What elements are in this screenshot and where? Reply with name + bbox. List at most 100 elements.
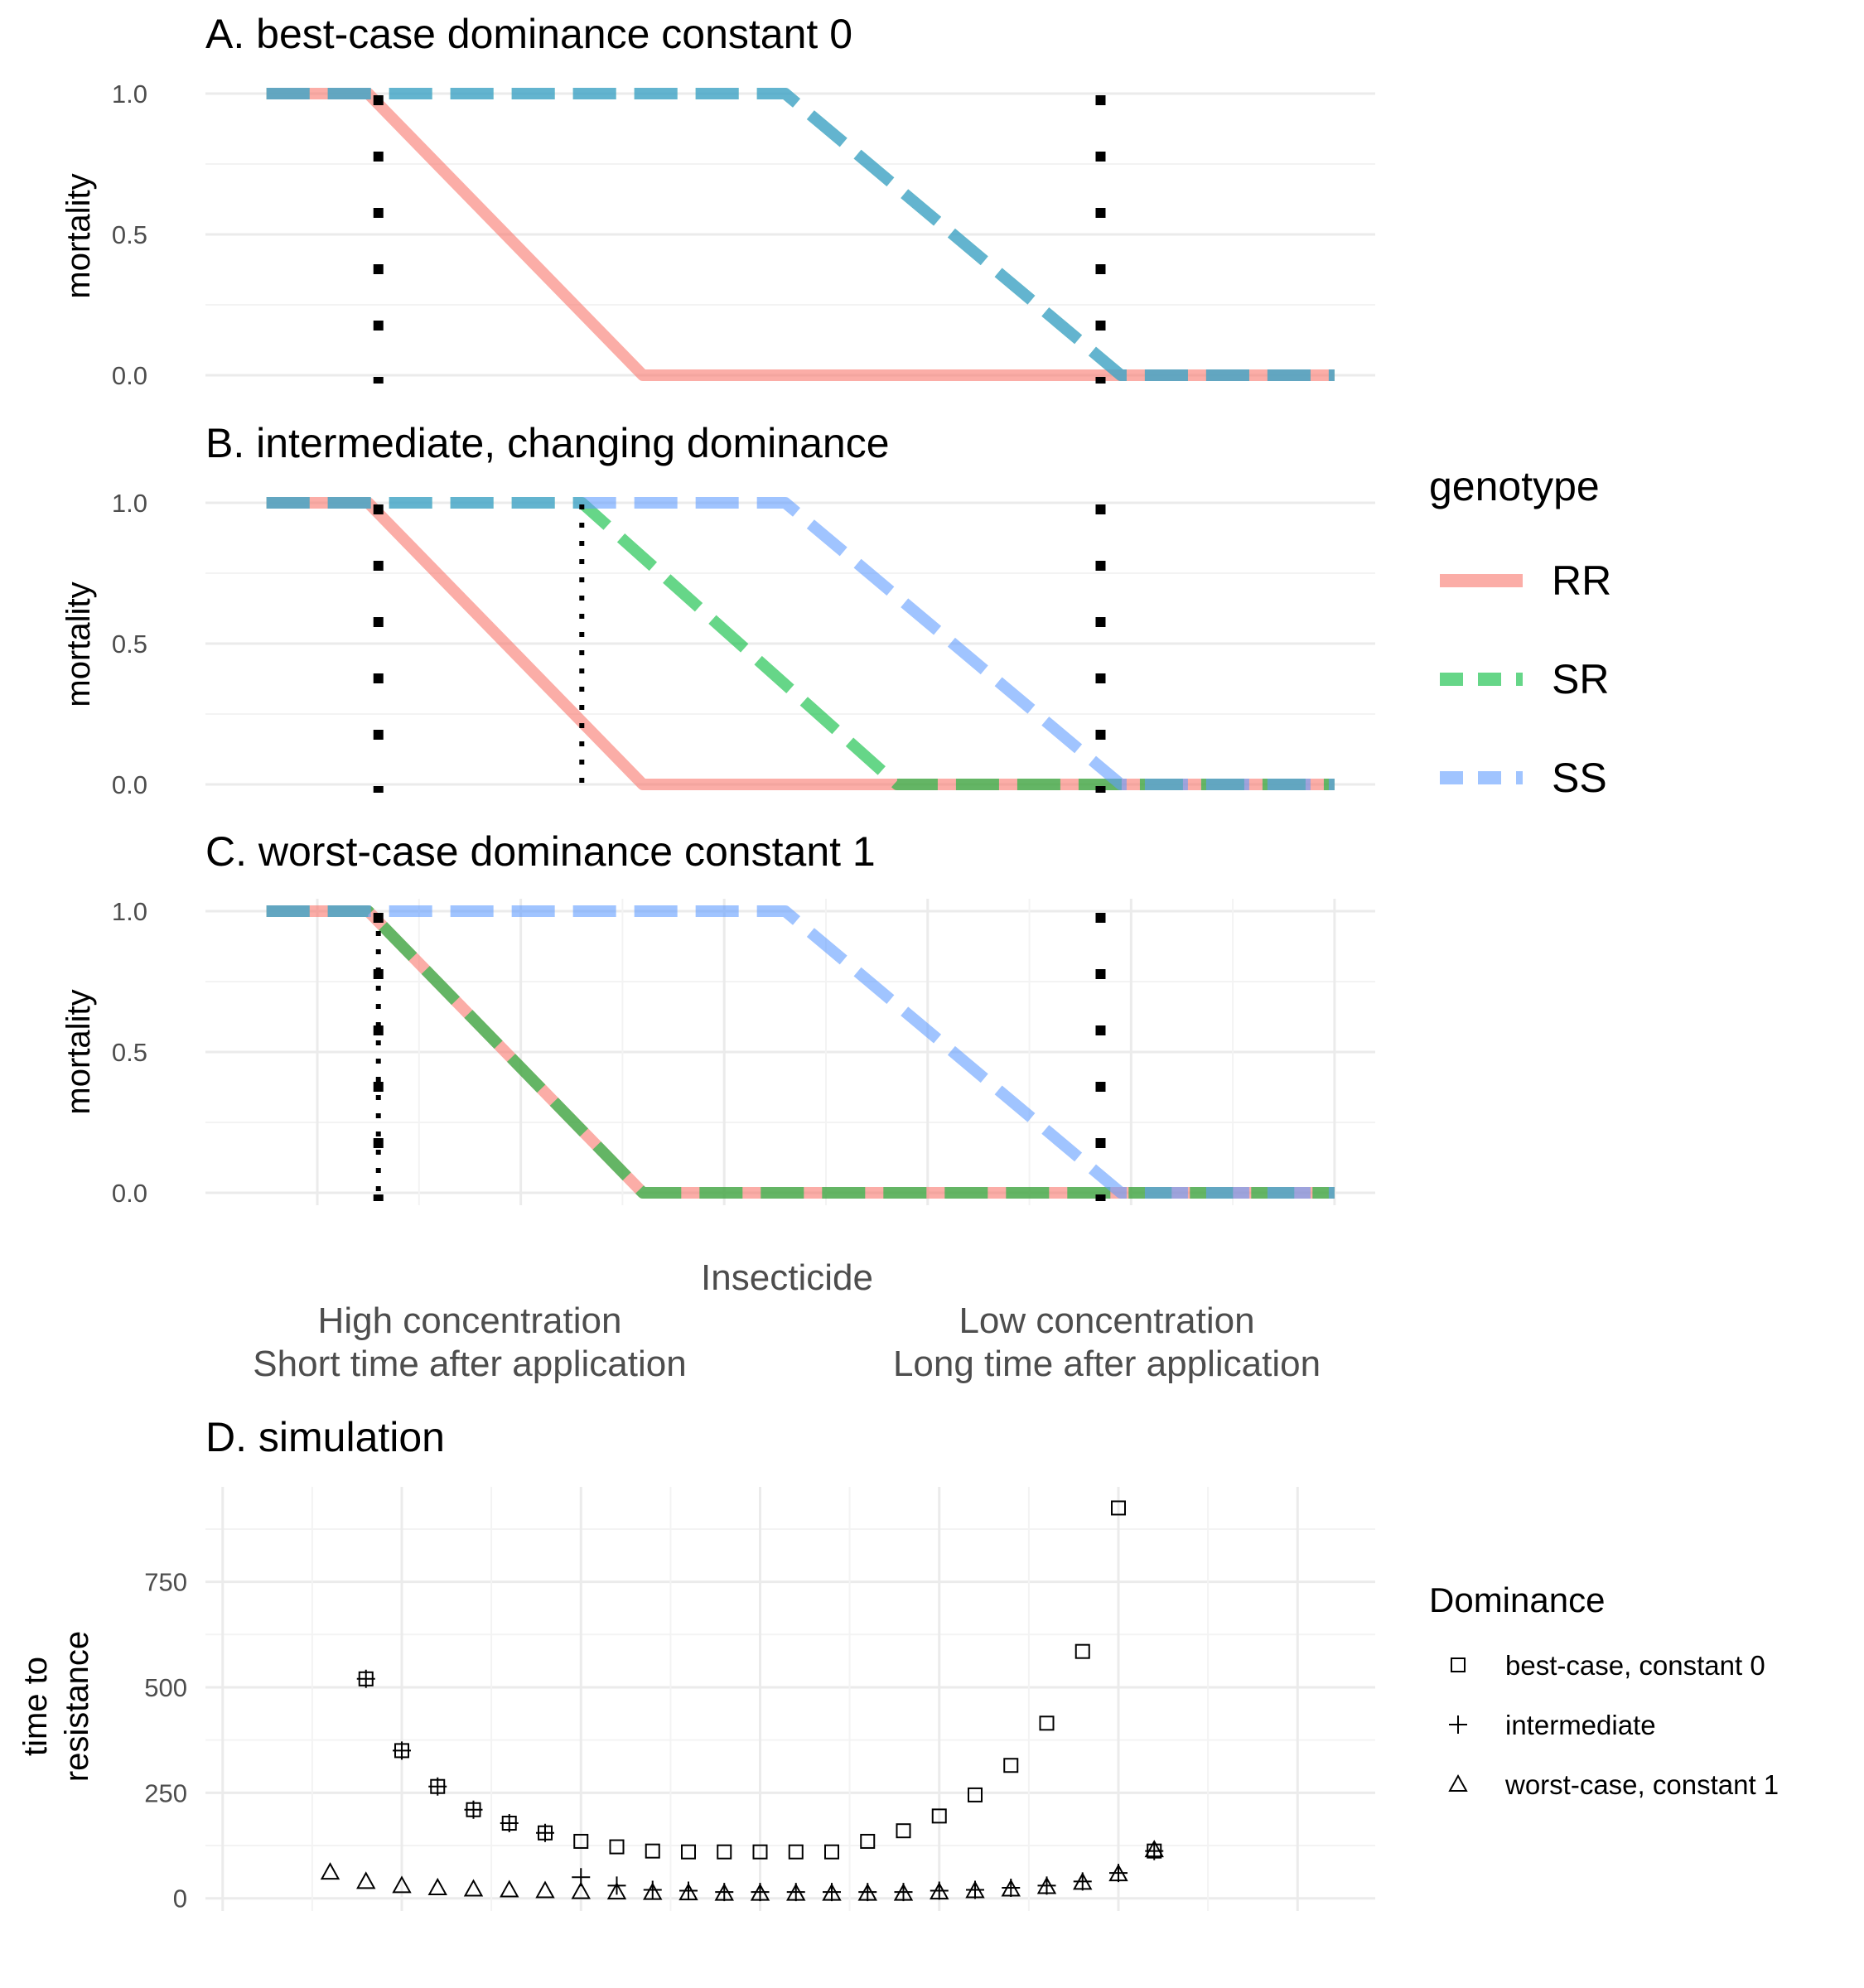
panel-a-series-ss <box>266 88 1335 381</box>
panel-d-point-square <box>573 1833 589 1849</box>
panel-d-ylabel-line2: resistance <box>59 1631 95 1782</box>
panel-b: B. intermediate, changing dominance mort… <box>60 420 1375 799</box>
panel-d-point-plus <box>393 1741 411 1760</box>
panel-d-point-square <box>1074 1643 1090 1659</box>
legend-label-sr: SR <box>1552 656 1609 702</box>
panel-a-ytick-label: 1.0 <box>112 80 147 109</box>
dominance-legend: Dominance best-case, constant 0 intermed… <box>1429 1580 1779 1800</box>
panel-d-point-triangle <box>500 1879 519 1898</box>
panel-c-series-ss <box>266 905 1335 1199</box>
panel-c-ylabel: mortality <box>60 989 97 1114</box>
panel-b-series-ss <box>266 497 1335 790</box>
panel-a: A. best-case dominance constant 0 mortal… <box>60 11 1375 390</box>
panel-d: D. simulation time to resistance 0 250 500… <box>17 1414 1375 1913</box>
panel-d-point-triangle <box>822 1883 842 1901</box>
panel-d-point-triangle <box>714 1883 734 1901</box>
panel-c-series-rr <box>266 905 1335 1199</box>
panel-d-point-plus <box>428 1777 447 1796</box>
panel-d-point-triangle <box>392 1875 412 1894</box>
panel-d-point-square <box>752 1844 768 1860</box>
panel-d-point-triangle <box>463 1879 484 1897</box>
legend-key-triangle <box>1448 1773 1468 1792</box>
panel-a-ytick-label: 0.0 <box>112 361 147 390</box>
panel-d-point-triangle <box>1073 1872 1093 1890</box>
panel-d-point-triangle <box>571 1881 591 1899</box>
panel-d-point-triangle <box>1001 1879 1021 1897</box>
panel-a-ytick-label: 0.5 <box>112 220 147 249</box>
panel-d-point-triangle <box>320 1862 340 1880</box>
panel-d-point-triangle <box>893 1883 914 1901</box>
panel-d-point-triangle <box>643 1882 663 1900</box>
panel-d-point-plus <box>607 1876 626 1895</box>
dominance-legend-title: Dominance <box>1429 1580 1605 1619</box>
panel-d-point-square <box>931 1808 947 1824</box>
legend-label-ss: SS <box>1552 755 1607 801</box>
panel-d-point-triangle <box>427 1877 447 1895</box>
x-axis-title: Insecticide <box>701 1257 873 1298</box>
panel-c-ytick-label: 0.0 <box>112 1179 147 1208</box>
x-axis-right-line1: Low concentration <box>959 1300 1254 1341</box>
panel-d-point-triangle <box>857 1883 877 1901</box>
panel-c-grid <box>205 899 1375 1205</box>
x-axis-right-line2: Long time after application <box>893 1344 1321 1384</box>
panel-d-point-plus <box>356 1669 375 1688</box>
panel-d-point-square <box>896 1823 911 1839</box>
panel-d-ytick-label: 750 <box>144 1568 187 1597</box>
panel-c-ytick-label: 1.0 <box>112 897 147 926</box>
x-axis-left-line1: High concentration <box>318 1300 622 1341</box>
panel-d-point-triangle <box>1036 1876 1057 1894</box>
panel-c: C. worst-case dominance constant 1 morta… <box>60 828 1375 1208</box>
panel-d-ylabel-line1: time to <box>17 1657 54 1756</box>
panel-d-point-square <box>717 1844 732 1860</box>
panel-d-point-triangle <box>786 1883 806 1901</box>
panel-a-series-rr <box>266 88 1335 381</box>
panel-d-point-triangle <box>606 1882 627 1900</box>
legend-label-worst-case: worst-case, constant 1 <box>1504 1769 1779 1800</box>
panel-d-point-plus <box>500 1814 519 1833</box>
legend-key-plus <box>1449 1715 1467 1734</box>
panel-d-series-triangle <box>320 1840 1164 1901</box>
panel-a-title: A. best-case dominance constant 0 <box>205 11 852 57</box>
panel-d-point-triangle <box>965 1880 985 1899</box>
legend-label-best-case: best-case, constant 0 <box>1505 1650 1765 1681</box>
panel-d-title: D. simulation <box>205 1414 445 1460</box>
panel-d-ytick-label: 250 <box>144 1778 187 1807</box>
panel-d-point-square <box>681 1844 696 1860</box>
genotype-legend-title: genotype <box>1429 463 1600 509</box>
panel-d-point-square <box>609 1839 625 1855</box>
legend-label-intermediate: intermediate <box>1505 1710 1656 1740</box>
panel-b-ylabel: mortality <box>60 581 97 707</box>
panel-b-ytick-label: 0.5 <box>112 630 147 659</box>
x-axis-labels: Insecticide High concentration Short tim… <box>253 1257 1321 1384</box>
panel-d-point-triangle <box>1144 1840 1164 1858</box>
legend-label-rr: RR <box>1552 557 1611 604</box>
panel-b-ytick-label: 1.0 <box>112 489 147 518</box>
panel-d-point-triangle <box>750 1883 770 1901</box>
panel-c-ytick-label: 0.5 <box>112 1038 147 1067</box>
panel-d-point-square <box>824 1844 839 1860</box>
panel-d-point-square <box>1111 1500 1126 1516</box>
panel-d-series-plus <box>356 1669 1164 1902</box>
panel-d-point-square <box>645 1843 660 1859</box>
legend-key-square <box>1451 1657 1466 1672</box>
panel-d-point-plus <box>464 1800 483 1819</box>
panel-c-title: C. worst-case dominance constant 1 <box>205 828 876 875</box>
panel-d-point-square <box>1039 1715 1055 1731</box>
panel-d-point-triangle <box>535 1880 555 1899</box>
panel-d-point-square <box>788 1844 804 1860</box>
panel-d-point-triangle <box>1108 1864 1128 1882</box>
panel-d-ytick-label: 500 <box>144 1673 187 1702</box>
panel-d-grid <box>205 1487 1375 1911</box>
panel-d-point-triangle <box>930 1882 949 1900</box>
panel-b-title: B. intermediate, changing dominance <box>205 420 890 466</box>
panel-d-point-square <box>860 1833 876 1849</box>
panel-a-ylabel: mortality <box>60 173 97 298</box>
panel-b-ytick-label: 0.0 <box>112 770 147 799</box>
panel-d-point-triangle <box>356 1871 376 1889</box>
panel-b-grid <box>205 501 1375 786</box>
panel-d-ytick-label: 0 <box>173 1884 187 1913</box>
panel-d-point-triangle <box>678 1883 698 1901</box>
genotype-legend: genotype RR SR SS <box>1429 463 1611 801</box>
panel-d-point-square <box>968 1787 983 1802</box>
